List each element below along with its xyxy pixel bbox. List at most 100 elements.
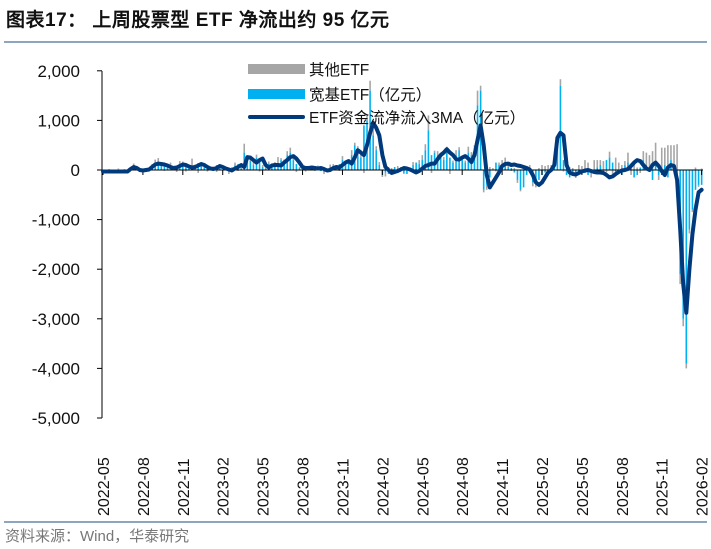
- broad-etf-bar: [218, 168, 221, 170]
- other-etf-bar: [544, 166, 546, 170]
- other-etf-bar: [670, 145, 672, 161]
- other-etf-bar: [350, 150, 353, 156]
- x-tick-label: 2023-02: [216, 457, 233, 516]
- broad-etf-bar: [344, 162, 347, 170]
- broad-etf-bar: [421, 160, 424, 170]
- other-etf-bar: [197, 170, 199, 173]
- broad-etf-bar: [639, 167, 642, 170]
- other-etf-bar: [430, 170, 433, 173]
- broad-etf-bar: [685, 170, 688, 364]
- other-etf-bar: [458, 147, 460, 151]
- other-etf-bar: [660, 147, 663, 170]
- x-tick-label: 2024-08: [455, 457, 472, 516]
- broad-etf-bar: [249, 161, 252, 170]
- other-etf-bar: [234, 162, 236, 166]
- other-etf-bar: [547, 165, 549, 170]
- broad-etf-bar: [611, 162, 614, 170]
- other-etf-bar: [277, 157, 279, 167]
- broad-etf-bar: [599, 165, 602, 170]
- other-etf-bar: [243, 143, 246, 153]
- x-tick-label: 2022-11: [176, 458, 193, 516]
- other-etf-bar: [541, 165, 543, 170]
- other-etf-bar: [154, 159, 156, 163]
- broad-etf-bar: [264, 168, 267, 170]
- other-etf-bar: [418, 160, 421, 165]
- broad-etf-bar: [301, 168, 304, 170]
- broad-etf-bar: [608, 157, 611, 170]
- other-etf-bar: [492, 168, 494, 170]
- other-etf-bar: [157, 158, 160, 165]
- y-tick-labels: 2,000 1,000 0 -1,000 -2,000 -3,000 -4,000 -5,00…: [32, 62, 80, 428]
- other-etf-bar: [617, 162, 620, 170]
- y-tick-label: -2,000: [32, 260, 80, 279]
- broad-etf-bar: [169, 168, 172, 170]
- broad-etf-bar: [562, 160, 565, 170]
- broad-etf-bar: [274, 165, 276, 170]
- other-etf-bar: [504, 157, 506, 163]
- other-etf-bar: [360, 153, 362, 158]
- broad-etf-bar: [565, 170, 568, 175]
- broad-etf-bar: [439, 157, 442, 170]
- other-etf-bar: [535, 184, 537, 188]
- broad-etf-bar: [700, 170, 703, 185]
- broad-etf-bar: [525, 170, 528, 175]
- broad-etf-bar: [682, 170, 685, 319]
- other-etf-bar: [452, 160, 454, 163]
- other-etf-bar: [421, 155, 424, 161]
- other-etf-bar: [679, 274, 681, 285]
- broad-etf-bar: [347, 162, 350, 170]
- broad-etf-bar: [384, 170, 387, 173]
- x-tick-label: 2024-11: [495, 458, 512, 516]
- x-tick-label: 2025-05: [575, 457, 592, 516]
- other-etf-bar: [132, 163, 135, 166]
- y-tick-label: -3,000: [32, 310, 80, 329]
- other-etf-bar: [424, 144, 427, 151]
- other-etf-bar: [258, 170, 261, 172]
- other-etf-bar: [639, 170, 642, 173]
- other-etf-bar: [697, 184, 700, 187]
- other-etf-bar: [562, 170, 565, 172]
- other-etf-bar: [412, 162, 414, 166]
- broad-etf-bar: [489, 170, 491, 178]
- other-etf-bar: [329, 164, 331, 168]
- broad-etf-bar: [482, 170, 485, 190]
- other-etf-bar: [513, 168, 516, 170]
- broad-etf-bar: [587, 170, 589, 175]
- other-etf-bar: [117, 168, 120, 170]
- other-etf-bar: [645, 152, 648, 166]
- other-etf-bar: [581, 166, 583, 170]
- other-etf-bar: [261, 165, 264, 168]
- legend-label-ma: ETF资金流净流入3MA（亿元）: [309, 109, 525, 127]
- other-etf-bar: [433, 150, 436, 153]
- other-etf-bar: [366, 114, 368, 121]
- other-etf-bar: [304, 170, 307, 172]
- broad-etf-bar: [185, 167, 187, 170]
- broad-etf-bar: [688, 170, 691, 230]
- broad-etf-bars: [102, 85, 703, 364]
- broad-etf-bar: [522, 170, 525, 188]
- broad-etf-bar: [261, 167, 264, 170]
- broad-etf-bar: [464, 162, 467, 170]
- broad-etf-bar: [427, 130, 430, 170]
- broad-etf-bar: [624, 165, 626, 170]
- y-tick-label: -5,000: [32, 409, 80, 428]
- ma-line: [101, 120, 704, 315]
- other-etf-bar: [442, 157, 445, 161]
- broad-etf-bar: [633, 170, 635, 178]
- broad-etf-bar: [424, 150, 427, 170]
- other-etf-bar: [455, 150, 457, 156]
- other-etf-bar: [694, 167, 697, 170]
- other-etf-bar: [498, 162, 500, 166]
- other-etf-bar: [206, 170, 209, 172]
- broad-etf-bar: [657, 170, 660, 175]
- legend-swatch-broad: [248, 89, 305, 99]
- other-etf-bar: [667, 145, 669, 170]
- other-etf-bar: [185, 170, 187, 172]
- broad-etf-bar: [513, 170, 516, 173]
- other-etf-bar: [596, 160, 599, 168]
- other-etf-bar: [590, 172, 592, 178]
- x-tick-label: 2023-05: [256, 457, 273, 516]
- other-etf-bar: [427, 115, 430, 131]
- broad-etf-bar: [516, 170, 519, 180]
- footer-divider: [4, 521, 707, 523]
